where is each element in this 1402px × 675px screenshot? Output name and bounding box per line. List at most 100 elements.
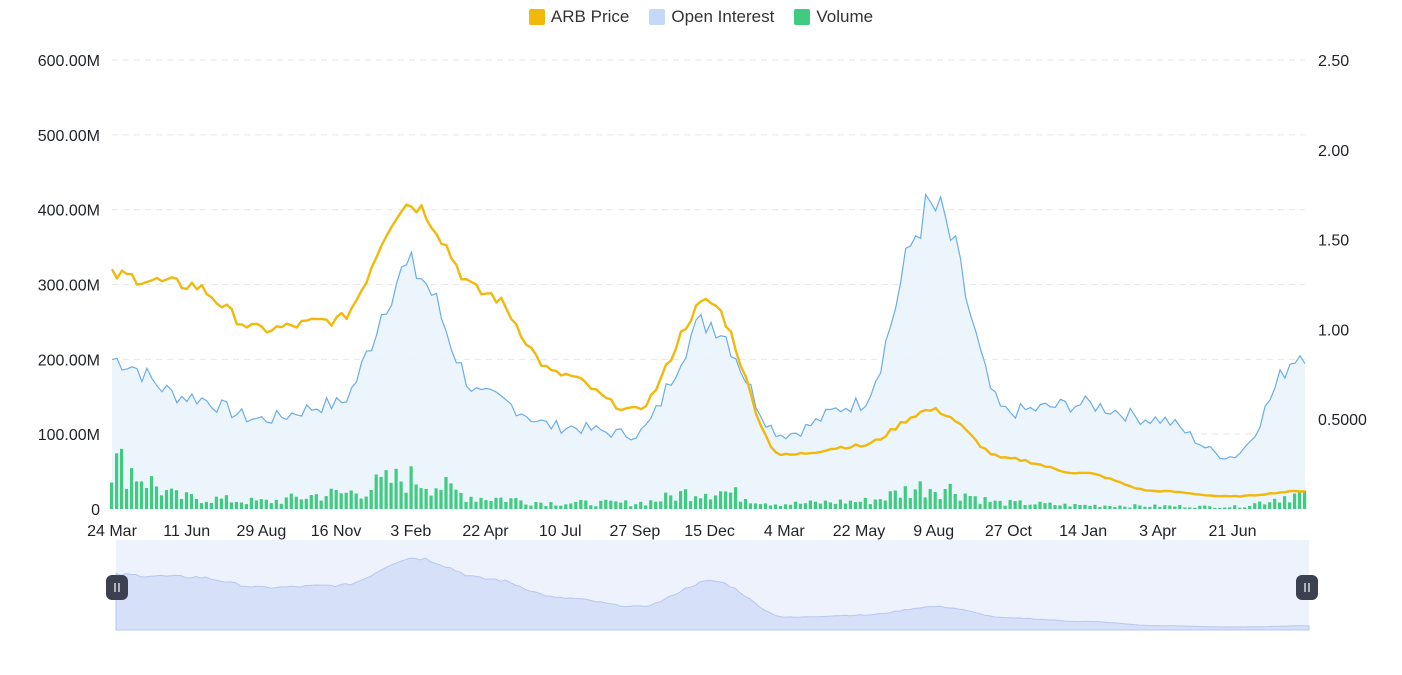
volume-bar [594, 506, 598, 509]
volume-bar [269, 503, 273, 509]
volume-bar [1253, 503, 1257, 509]
volume-bar [1008, 500, 1012, 509]
volume-bar [1263, 504, 1267, 509]
volume-bar [719, 491, 723, 509]
volume-bar [938, 499, 942, 509]
volume-bar [734, 487, 738, 509]
volume-bar [209, 502, 213, 509]
volume-bar [204, 501, 208, 509]
right-axis-tick-label: 1.50 [1318, 233, 1349, 250]
volume-bar [110, 482, 114, 509]
volume-bar [224, 495, 228, 509]
volume-bar [684, 489, 688, 509]
volume-bar [444, 477, 448, 509]
volume-bar [1248, 506, 1252, 509]
left-axis-tick-label: 200.00M [38, 352, 100, 369]
x-axis-tick-label: 24 Mar [87, 523, 137, 540]
volume-bar [449, 483, 453, 509]
volume-bar [669, 495, 673, 509]
volume-bar [659, 501, 663, 509]
legend-item-volume[interactable]: Volume [794, 7, 873, 27]
volume-bar [1083, 504, 1087, 509]
volume-bar [229, 502, 233, 509]
volume-bar [234, 502, 238, 509]
right-axis-tick-label: 0.5000 [1318, 412, 1367, 429]
volume-bar [394, 468, 398, 509]
volume-bar [664, 492, 668, 509]
volume-bar [753, 503, 758, 509]
volume-bar [1168, 505, 1172, 509]
volume-bar [1043, 503, 1047, 509]
volume-bar [339, 493, 343, 509]
volume-bar [214, 496, 218, 509]
volume-bar [439, 489, 443, 509]
volume-bar [788, 504, 793, 509]
legend-item-arb-price[interactable]: ARB Price [528, 7, 629, 27]
volume-bar [1278, 502, 1282, 509]
volume-bar [549, 502, 553, 509]
x-axis-tick-label: 14 Jan [1059, 523, 1107, 540]
volume-bar [574, 501, 578, 509]
volume-bar [125, 488, 129, 509]
volume-bar [159, 495, 164, 509]
x-axis-tick-label: 22 Apr [462, 523, 509, 540]
navigator-right-handle[interactable] [1296, 575, 1318, 600]
volume-bar [1108, 506, 1112, 509]
volume-bar [1178, 505, 1182, 509]
volume-bar [978, 504, 982, 509]
volume-bar [689, 501, 693, 509]
right-axis-tick-labels: 0.5000 1.00 1.50 2.00 2.50 [1318, 53, 1367, 429]
volume-bar [359, 498, 363, 509]
left-axis-tick-label: 400.00M [38, 203, 100, 220]
x-axis-tick-labels: 24 Mar 11 Jun 29 Aug 16 Nov 3 Feb 22 Apr 10 Ju… [87, 523, 1256, 540]
volume-bar [898, 497, 902, 509]
arb-price-line [110, 203, 1306, 498]
volume-bar [389, 482, 393, 509]
volume-bar [853, 502, 857, 509]
volume-bar [953, 494, 957, 509]
legend-item-open-interest[interactable]: Open Interest [649, 7, 774, 27]
volume-bar [1013, 501, 1017, 509]
volume-bar [958, 500, 962, 509]
volume-bar [1298, 490, 1302, 509]
volume-bar [424, 489, 428, 509]
volume-bar [504, 502, 508, 509]
volume-bar [1063, 503, 1067, 509]
volume-bar [579, 500, 583, 509]
volume-bar [164, 490, 169, 509]
volume-bar [154, 486, 159, 509]
volume-bar [768, 505, 773, 509]
volume-bar [1023, 505, 1027, 509]
volume-bar [1118, 505, 1122, 509]
volume-bar [1228, 507, 1232, 509]
x-axis-tick-label: 3 Apr [1139, 523, 1177, 540]
volume-bar [419, 488, 423, 509]
volume-bar [179, 498, 184, 509]
volume-bar [369, 490, 373, 509]
legend-swatch-open-interest [649, 9, 666, 25]
volume-bar [1103, 505, 1107, 509]
volume-bar [479, 497, 483, 509]
volume-bar [564, 504, 568, 509]
volume-bar [699, 498, 703, 509]
navigator-left-handle[interactable] [106, 575, 128, 600]
volume-bar [828, 502, 832, 509]
volume-bar [1078, 505, 1082, 509]
volume-bar [1143, 506, 1147, 509]
volume-bar [858, 501, 862, 509]
left-axis-tick-label: 100.00M [38, 427, 100, 444]
volume-bar [1303, 490, 1307, 509]
volume-bar [514, 498, 518, 509]
volume-bar [1088, 505, 1092, 509]
volume-bar [1058, 505, 1062, 509]
volume-bar [674, 500, 678, 509]
volume-bar [534, 502, 538, 509]
volume-bar [913, 489, 917, 509]
volume-bar [848, 500, 852, 509]
volume-bar [304, 498, 308, 509]
volume-bar [1038, 501, 1042, 509]
volume-bar [184, 492, 189, 509]
range-navigator[interactable] [106, 540, 1318, 631]
volume-bar [244, 504, 248, 509]
